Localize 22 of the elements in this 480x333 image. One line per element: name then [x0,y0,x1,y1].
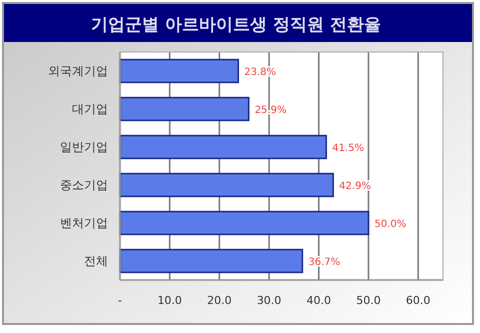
bar [119,210,370,236]
x-tick-label: 30.0 [256,294,282,307]
data-label: 41.5% [332,143,364,154]
bar [119,134,327,160]
x-tick-label: - [118,294,122,307]
x-tick-label: 50.0 [356,294,381,307]
bar [119,58,240,84]
x-tick-label: 60.0 [406,294,430,307]
data-label: 50.0% [374,219,406,230]
x-tick-label: 40.0 [306,294,332,307]
y-tick-label: 일반기업 [60,140,108,154]
x-tick-label: 20.0 [207,294,232,307]
x-tick-label: 10.0 [157,294,182,307]
y-tick-label: 벤처기업 [60,216,108,230]
y-tick-label: 전체 [84,254,108,268]
chart-title: 기업군별 아르바이트생 정직원 전환율 [91,15,381,35]
y-tick-label: 중소기업 [60,178,108,192]
bar [119,172,334,198]
bar [119,96,250,122]
y-tick-label: 외국계기업 [48,64,108,78]
bar [119,248,304,274]
y-tick-label: 대기업 [72,102,108,116]
